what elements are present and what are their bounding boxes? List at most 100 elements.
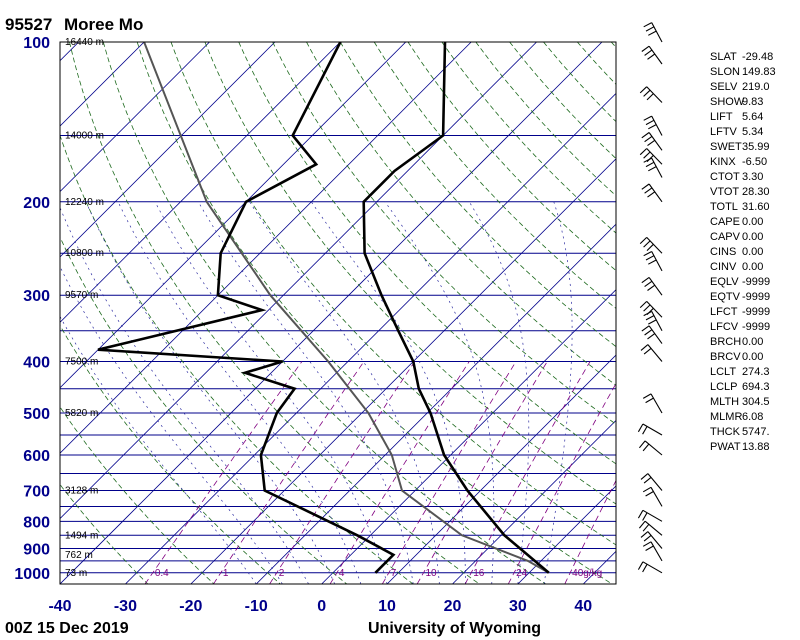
wind-barb-feather [643,115,652,121]
wind-barb-staff [646,301,663,318]
dry-adiabat [60,134,414,584]
wind-barb-staff [651,22,663,43]
index-key: BRCH [710,336,742,348]
wind-barb-staff [648,183,663,203]
index-row: TOTL 31.60 [710,200,798,215]
mixing-ratio-label: 4 [339,568,345,579]
wind-barb [640,473,663,491]
wind-barb [643,310,663,332]
station-name: Moree Mo [64,15,143,34]
wind-barb-staff [648,45,663,65]
wind-barb-staff [648,277,663,296]
wind-barb [643,115,663,136]
index-value: 3.30 [742,171,764,183]
wind-barb-feather [642,523,650,532]
wind-barb-feather [643,347,652,355]
index-value: 13.88 [742,441,770,453]
pressure-tick-label: 800 [23,514,50,531]
wind-barb-feather [642,563,648,573]
wind-barb-feather [642,486,652,493]
source-credit: University of Wyoming [368,620,541,637]
wind-barb-feather [642,443,650,452]
moist-adiabat [85,201,336,584]
index-key: SLAT [710,51,737,63]
wind-barb-feather [647,333,656,340]
wind-barb-feather [637,510,644,519]
sounding-indices-list: SLAT -29.48 SLON 149.83 SELV 219.0 SHOW 9.83 LIF… [710,50,798,455]
isotherm-line [386,354,616,584]
dry-adiabat [339,42,616,348]
pressure-tick-label: 900 [23,541,50,558]
index-row: LFTV 5.34 [710,125,798,140]
wind-barb-staff [651,251,663,272]
isotherm-line [60,42,407,389]
wind-barb-feather [639,301,648,308]
moist-adiabat [60,206,309,584]
index-value: 0.00 [742,351,764,363]
height-label: 12240 m [65,197,104,208]
pressure-tick-label: 100 [23,35,50,52]
dry-adiabat [136,42,613,584]
isotherm-line [60,42,341,323]
index-row: SWET 35.99 [710,140,798,155]
index-row: EQLV -9999 [710,275,798,290]
wind-barb-staff [647,473,663,491]
isotherm-line [60,42,210,193]
index-value: -29.48 [742,51,774,63]
wind-barb-feather [642,426,648,435]
wind-barb [640,531,663,549]
index-row: EQTV -9999 [710,290,798,305]
height-label: 3128 m [65,486,98,497]
temperature-profile [362,42,550,574]
isotherm-line [60,42,603,584]
isotherm-line [321,289,616,584]
wind-barb [637,423,663,436]
wind-barb [641,45,663,65]
index-key: THCK [710,426,740,438]
index-row: SLON 149.83 [710,65,798,80]
wind-barb-feather [645,119,655,126]
mixing-ratio-line [416,361,548,584]
index-key: BRCV [710,351,741,363]
index-value: -9999 [742,291,771,303]
wind-barb-feather [643,89,651,97]
wind-barb-feather [642,512,648,521]
wind-barb [638,520,663,536]
wind-barb-feather [641,325,650,332]
moist-adiabat [384,201,495,584]
wind-barb-feather [648,259,657,265]
isotherm-line [60,42,472,454]
mixing-ratio-line [464,361,591,584]
wind-barb-feather [643,240,651,248]
wind-barb-staff [647,531,663,549]
wind-barb-feather [648,124,657,130]
pressure-tick-label: 700 [23,484,50,501]
mixing-ratio-line [269,361,416,584]
isotherm-line [60,42,79,62]
index-key: LCLT [710,366,737,378]
moist-adiabat [543,201,573,584]
wind-barb [640,344,663,362]
index-row: LFCT -9999 [710,305,798,320]
wind-barb-staff [647,344,663,362]
wind-barb-feather [642,393,652,399]
wind-barb [639,148,663,165]
wind-barb [642,393,663,414]
index-row: MLMR 6.08 [710,410,798,425]
index-value: 274.3 [742,366,770,378]
index-row: SLAT -29.48 [710,50,798,65]
pressure-tick-label: 1000 [14,566,50,583]
index-value: 31.60 [742,201,770,213]
wind-barb-feather [647,191,656,198]
station-number: 95527 [5,15,52,34]
wind-barb-feather [644,187,653,194]
wind-barb-feather [645,491,654,497]
mixing-ratio-line [564,479,616,584]
isotherm-line [452,419,616,584]
wind-barb-feather [648,319,657,325]
index-key: LFCV [710,321,739,333]
moist-adiabat [311,201,466,584]
wind-barb-feather [639,237,648,244]
index-key: SELV [710,81,738,93]
sounding-curves [97,42,550,574]
